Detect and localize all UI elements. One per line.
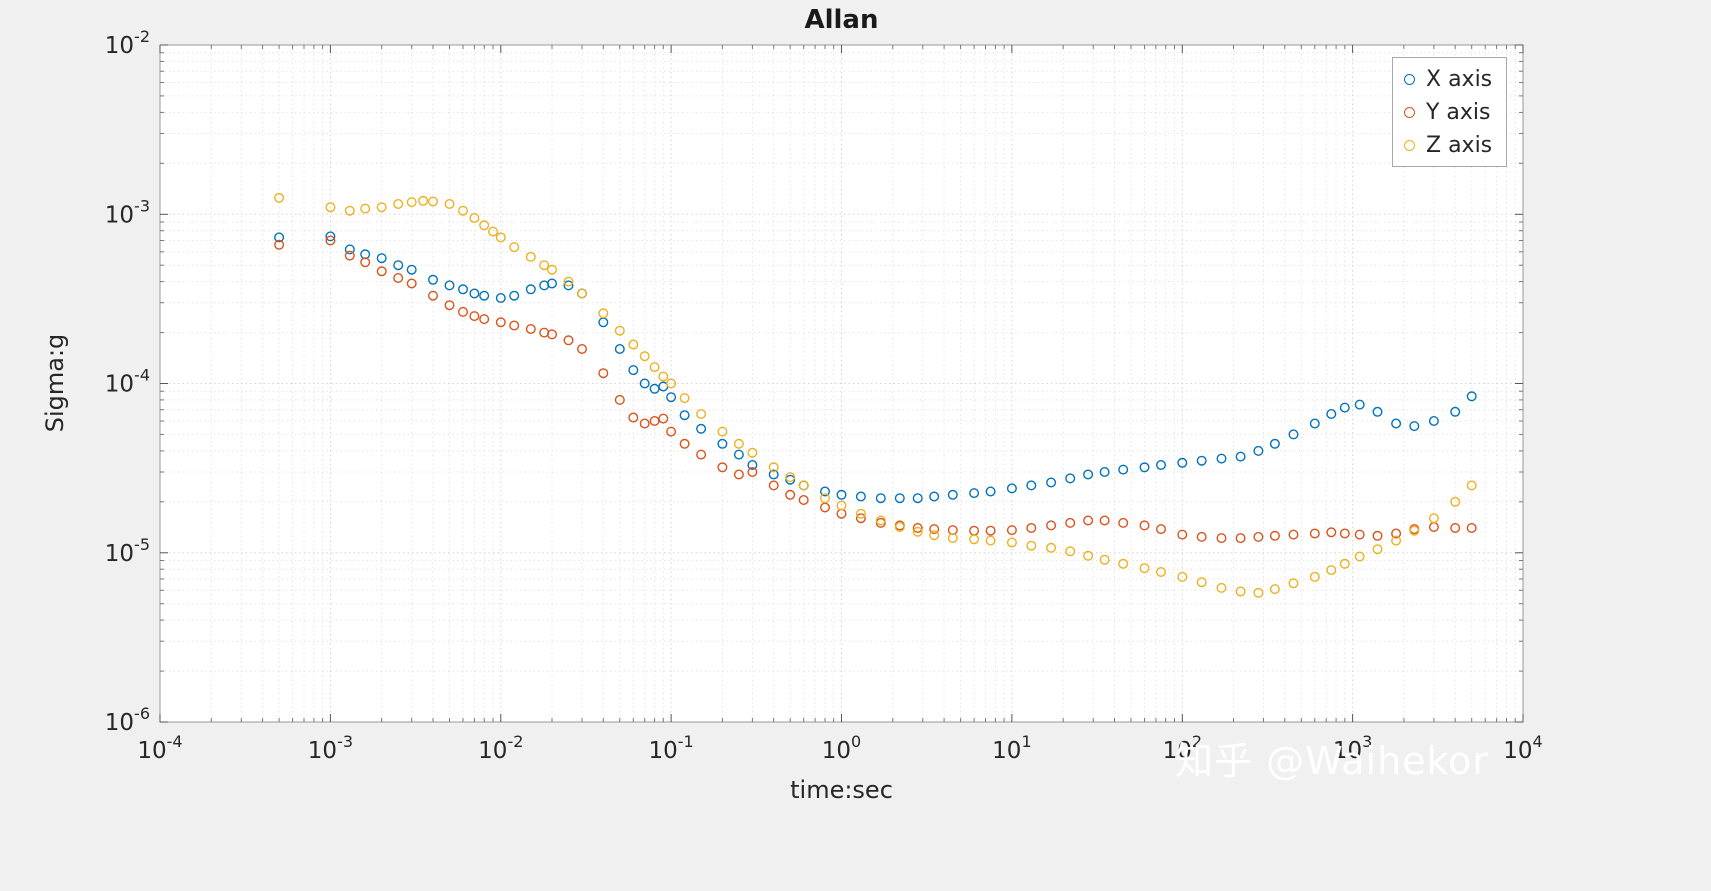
- x-tick-label: 101: [992, 732, 1031, 764]
- x-tick-label: 100: [822, 732, 861, 764]
- legend-item-label: X axis: [1426, 66, 1493, 92]
- chart-title: Allan: [804, 5, 879, 35]
- x-tick-label: 10-3: [308, 732, 353, 764]
- legend-marker-icon: [1404, 73, 1415, 85]
- legend-item-label: Z axis: [1426, 132, 1493, 158]
- legend-item: X axis: [1404, 65, 1492, 93]
- y-axis-label: Sigma:g: [41, 333, 69, 433]
- series-y-axis: [274, 235, 1477, 544]
- series-z-axis: [274, 192, 1477, 598]
- x-tick-label: 10-2: [478, 732, 523, 764]
- y-tick-label: 10-4: [105, 366, 150, 398]
- watermark: 知乎 @Waihekor: [1175, 739, 1490, 783]
- x-tick-label: 10-1: [648, 732, 693, 764]
- legend: X axis Y axis Z axis: [1392, 57, 1508, 167]
- legend-item: Y axis: [1404, 98, 1492, 126]
- x-tick-label: 104: [1503, 732, 1542, 764]
- y-tick-label: 10-6: [105, 704, 150, 736]
- y-tick-label: 10-5: [105, 535, 150, 567]
- x-axis-label: time:sec: [790, 776, 893, 804]
- y-tick-label: 10-3: [105, 196, 150, 228]
- legend-marker-icon: [1404, 139, 1415, 151]
- legend-marker-icon: [1404, 106, 1415, 118]
- x-tick-label: 10-4: [137, 732, 182, 764]
- legend-item-label: Y axis: [1426, 99, 1491, 125]
- y-tick-label: 10-2: [105, 27, 150, 59]
- legend-item: Z axis: [1404, 131, 1492, 159]
